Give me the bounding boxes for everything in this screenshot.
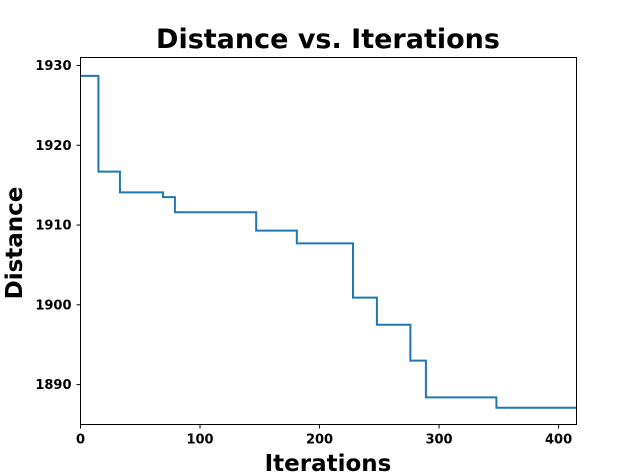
- x-tick-label: 100: [186, 433, 213, 448]
- x-axis: 0 100 200 300 400: [76, 424, 572, 448]
- y-tick-label: 1920: [35, 139, 71, 154]
- y-tick-label: 1900: [35, 298, 71, 313]
- x-tick-label: 400: [545, 433, 572, 448]
- x-axis-label: Iterations: [265, 451, 392, 476]
- x-tick-label: 0: [76, 433, 85, 448]
- y-tick-label: 1930: [35, 59, 71, 74]
- y-axis-label: Distance: [2, 187, 28, 300]
- y-axis: 1890 1900 1910 1920 1930: [35, 59, 81, 393]
- x-tick-label: 300: [425, 433, 452, 448]
- x-tick-label: 200: [306, 433, 333, 448]
- y-tick-label: 1890: [35, 378, 71, 393]
- plot-area: [80, 74, 577, 409]
- plot-frame: [80, 57, 577, 425]
- series-line-0: [80, 74, 577, 409]
- chart-title: Distance vs. Iterations: [156, 24, 500, 55]
- y-tick-label: 1910: [35, 219, 71, 234]
